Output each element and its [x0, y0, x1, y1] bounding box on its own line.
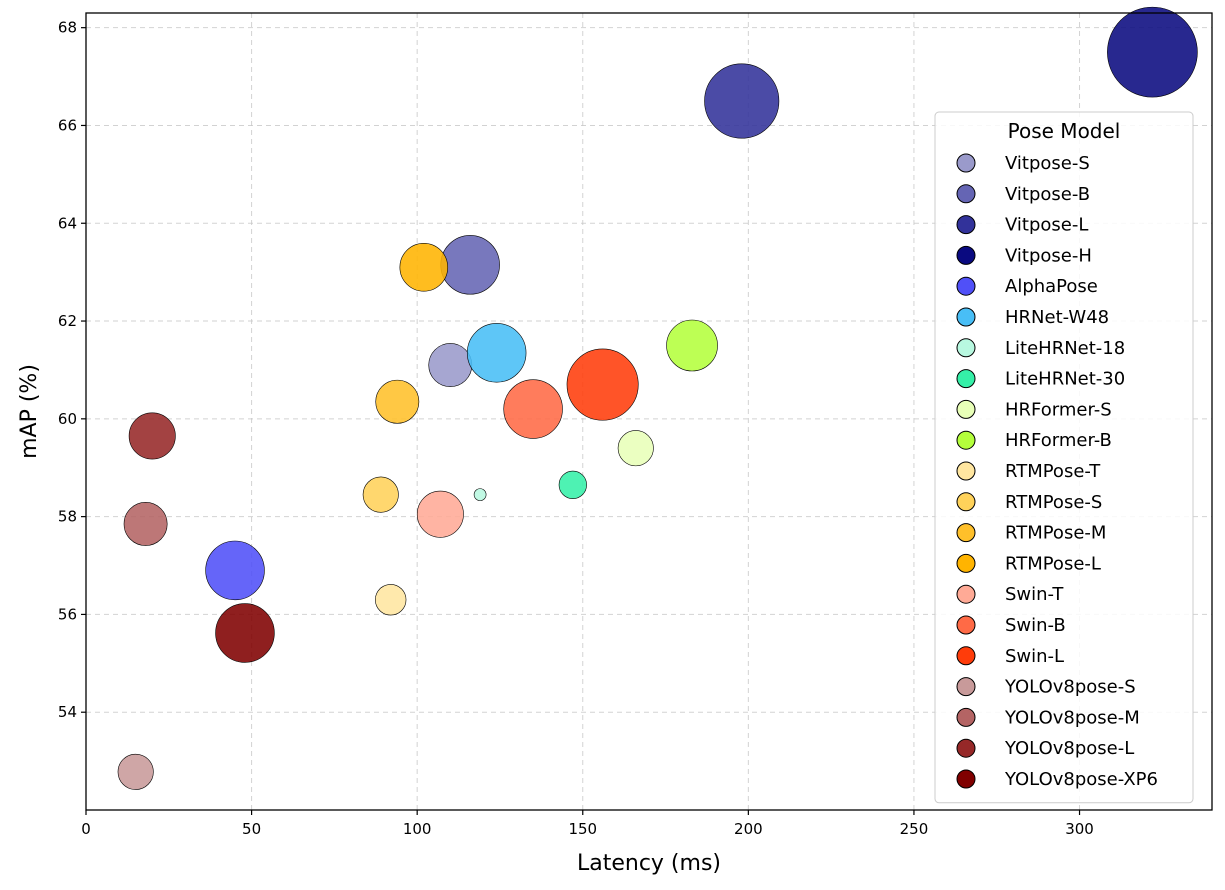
data-points	[117, 6, 1198, 790]
legend-label: Swin-L	[1005, 646, 1064, 667]
y-tick-label: 58	[58, 508, 77, 526]
point-yolov8pose-l	[128, 412, 176, 460]
point-litehrnet-18	[473, 488, 487, 501]
legend-marker	[956, 245, 976, 265]
legend-marker	[956, 615, 976, 635]
point-litehrnet-30	[558, 470, 587, 499]
point-alphapose	[205, 540, 265, 601]
point-hrnet-w48	[466, 323, 527, 383]
legend-marker	[956, 553, 976, 573]
point-rtmpose-m	[375, 379, 420, 424]
legend-marker	[956, 492, 976, 512]
axis-ticks: 0 50 100 150 200 250 300 54 56 58 60 62 64 66 68	[58, 19, 1094, 838]
legend-label: HRFormer-B	[1005, 430, 1112, 451]
legend-label: YOLOv8pose-S	[1004, 677, 1136, 698]
legend-marker	[956, 338, 976, 358]
legend-marker	[956, 184, 976, 204]
point-vitpose-l	[704, 63, 780, 139]
y-tick-label: 56	[58, 605, 77, 623]
legend-label: Vitpose-B	[1005, 184, 1090, 205]
legend-label: YOLOv8pose-L	[1004, 738, 1134, 759]
legend-label: Swin-B	[1005, 615, 1066, 636]
point-rtmpose-l	[399, 243, 449, 292]
legend-label: Vitpose-H	[1005, 245, 1092, 266]
point-hrformer-b	[666, 319, 718, 372]
legend-label: HRFormer-S	[1005, 399, 1112, 420]
plot-frame	[85, 12, 1213, 811]
legend-marker	[956, 153, 976, 173]
legend: Pose Model Vitpose-S Vitpose-B Vitpose-L Vit…	[934, 111, 1194, 804]
legend-marker	[956, 707, 976, 727]
x-tick-label: 0	[81, 820, 91, 838]
legend-marker	[956, 769, 976, 789]
legend-box	[934, 111, 1194, 804]
legend-label: RTMPose-T	[1005, 461, 1101, 482]
point-rtmpose-t	[375, 584, 407, 616]
legend-marker	[956, 584, 976, 604]
point-yolov8pose-s	[117, 753, 154, 790]
legend-marker	[956, 738, 976, 758]
y-tick-label: 60	[58, 410, 77, 428]
point-vitpose-s	[428, 343, 473, 387]
point-swin-l	[566, 348, 639, 421]
point-vitpose-b	[440, 235, 500, 295]
legend-marker	[956, 523, 976, 543]
legend-label: LiteHRNet-18	[1005, 338, 1125, 359]
x-axis-title: Latency (ms)	[577, 851, 721, 876]
point-yolov8pose-m	[123, 502, 168, 546]
legend-label: RTMPose-L	[1005, 553, 1101, 574]
x-tick-label: 50	[242, 820, 261, 838]
point-swin-t	[416, 490, 464, 538]
y-tick-label: 64	[58, 214, 77, 232]
y-tick-label: 54	[58, 703, 77, 721]
x-tick-label: 250	[900, 820, 929, 838]
y-tick-label: 62	[58, 312, 77, 330]
y-tick-label: 66	[58, 116, 77, 134]
legend-marker	[956, 215, 976, 235]
legend-label: RTMPose-M	[1005, 523, 1106, 544]
legend-marker	[956, 307, 976, 327]
legend-marker	[956, 430, 976, 450]
x-tick-label: 150	[568, 820, 597, 838]
y-tick-label: 68	[58, 19, 77, 37]
legend-label: YOLOv8pose-M	[1004, 707, 1140, 728]
legend-label: HRNet-W48	[1005, 307, 1109, 328]
y-axis-title: mAP (%)	[17, 364, 42, 459]
legend-title: Pose Model	[1008, 119, 1121, 143]
point-rtmpose-s	[362, 476, 399, 513]
point-yolov8pose-xp6	[215, 603, 275, 663]
legend-marker	[956, 677, 976, 697]
legend-label: YOLOv8pose-XP6	[1004, 769, 1158, 790]
legend-label: Vitpose-S	[1005, 153, 1090, 174]
legend-label: Vitpose-L	[1005, 215, 1088, 236]
x-tick-label: 300	[1065, 820, 1094, 838]
legend-marker	[956, 276, 976, 296]
legend-marker	[956, 399, 976, 419]
point-hrformer-s	[617, 430, 654, 467]
x-tick-label: 100	[403, 820, 432, 838]
legend-marker	[956, 369, 976, 389]
point-vitpose-h	[1107, 6, 1198, 98]
point-swin-b	[503, 379, 563, 439]
legend-marker	[956, 461, 976, 481]
legend-label: Swin-T	[1005, 584, 1064, 605]
x-tick-label: 200	[734, 820, 763, 838]
legend-marker	[956, 646, 976, 666]
legend-label: AlphaPose	[1005, 276, 1098, 297]
legend-label: LiteHRNet-30	[1005, 369, 1125, 390]
legend-label: RTMPose-S	[1005, 492, 1102, 513]
